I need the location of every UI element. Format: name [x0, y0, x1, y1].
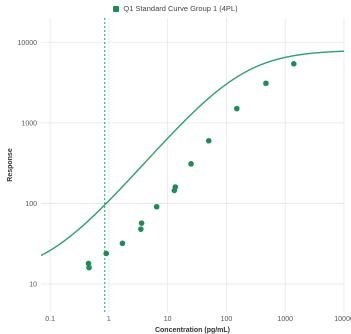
data-point [233, 105, 240, 112]
data-point [86, 264, 92, 271]
y-axis-title: Response [7, 148, 14, 182]
chart-legend: Q1 Standard Curve Group 1 (4PL) [0, 4, 351, 13]
y-tick-label: 1000 [21, 120, 37, 127]
y-axis-ticks: 10 100 1000 10000 [18, 40, 38, 289]
data-point [188, 161, 194, 167]
x-tick-label: 10 [164, 316, 172, 323]
gridlines [41, 18, 345, 312]
data-point [103, 250, 109, 257]
data-points [85, 61, 297, 271]
legend-series-label: Q1 Standard Curve Group 1 (4PL) [123, 4, 238, 13]
x-tick-label: 0.1 [45, 316, 55, 323]
fit-curve-4pl [40, 50, 345, 257]
x-axis-title: Concentration (pg/mL) [155, 327, 230, 334]
data-point [172, 184, 179, 190]
x-tick-label: 1 [107, 316, 111, 323]
x-axis-ticks: 0.1 1 10 100 1000 10000 [45, 316, 351, 323]
data-point [85, 260, 92, 267]
data-point [153, 203, 160, 210]
x-tick-label: 10000 [334, 316, 351, 323]
x-tick-label: 1000 [277, 316, 293, 323]
y-tick-label: 10 [29, 282, 37, 289]
legend-swatch [113, 5, 120, 12]
data-point [138, 226, 144, 232]
data-point [119, 240, 126, 247]
y-tick-label: 100 [25, 201, 37, 208]
data-point [263, 80, 269, 87]
data-point [291, 61, 297, 67]
x-tick-label: 100 [221, 316, 233, 323]
data-point [138, 220, 145, 226]
y-tick-label: 10000 [18, 40, 38, 47]
data-point [205, 137, 212, 144]
